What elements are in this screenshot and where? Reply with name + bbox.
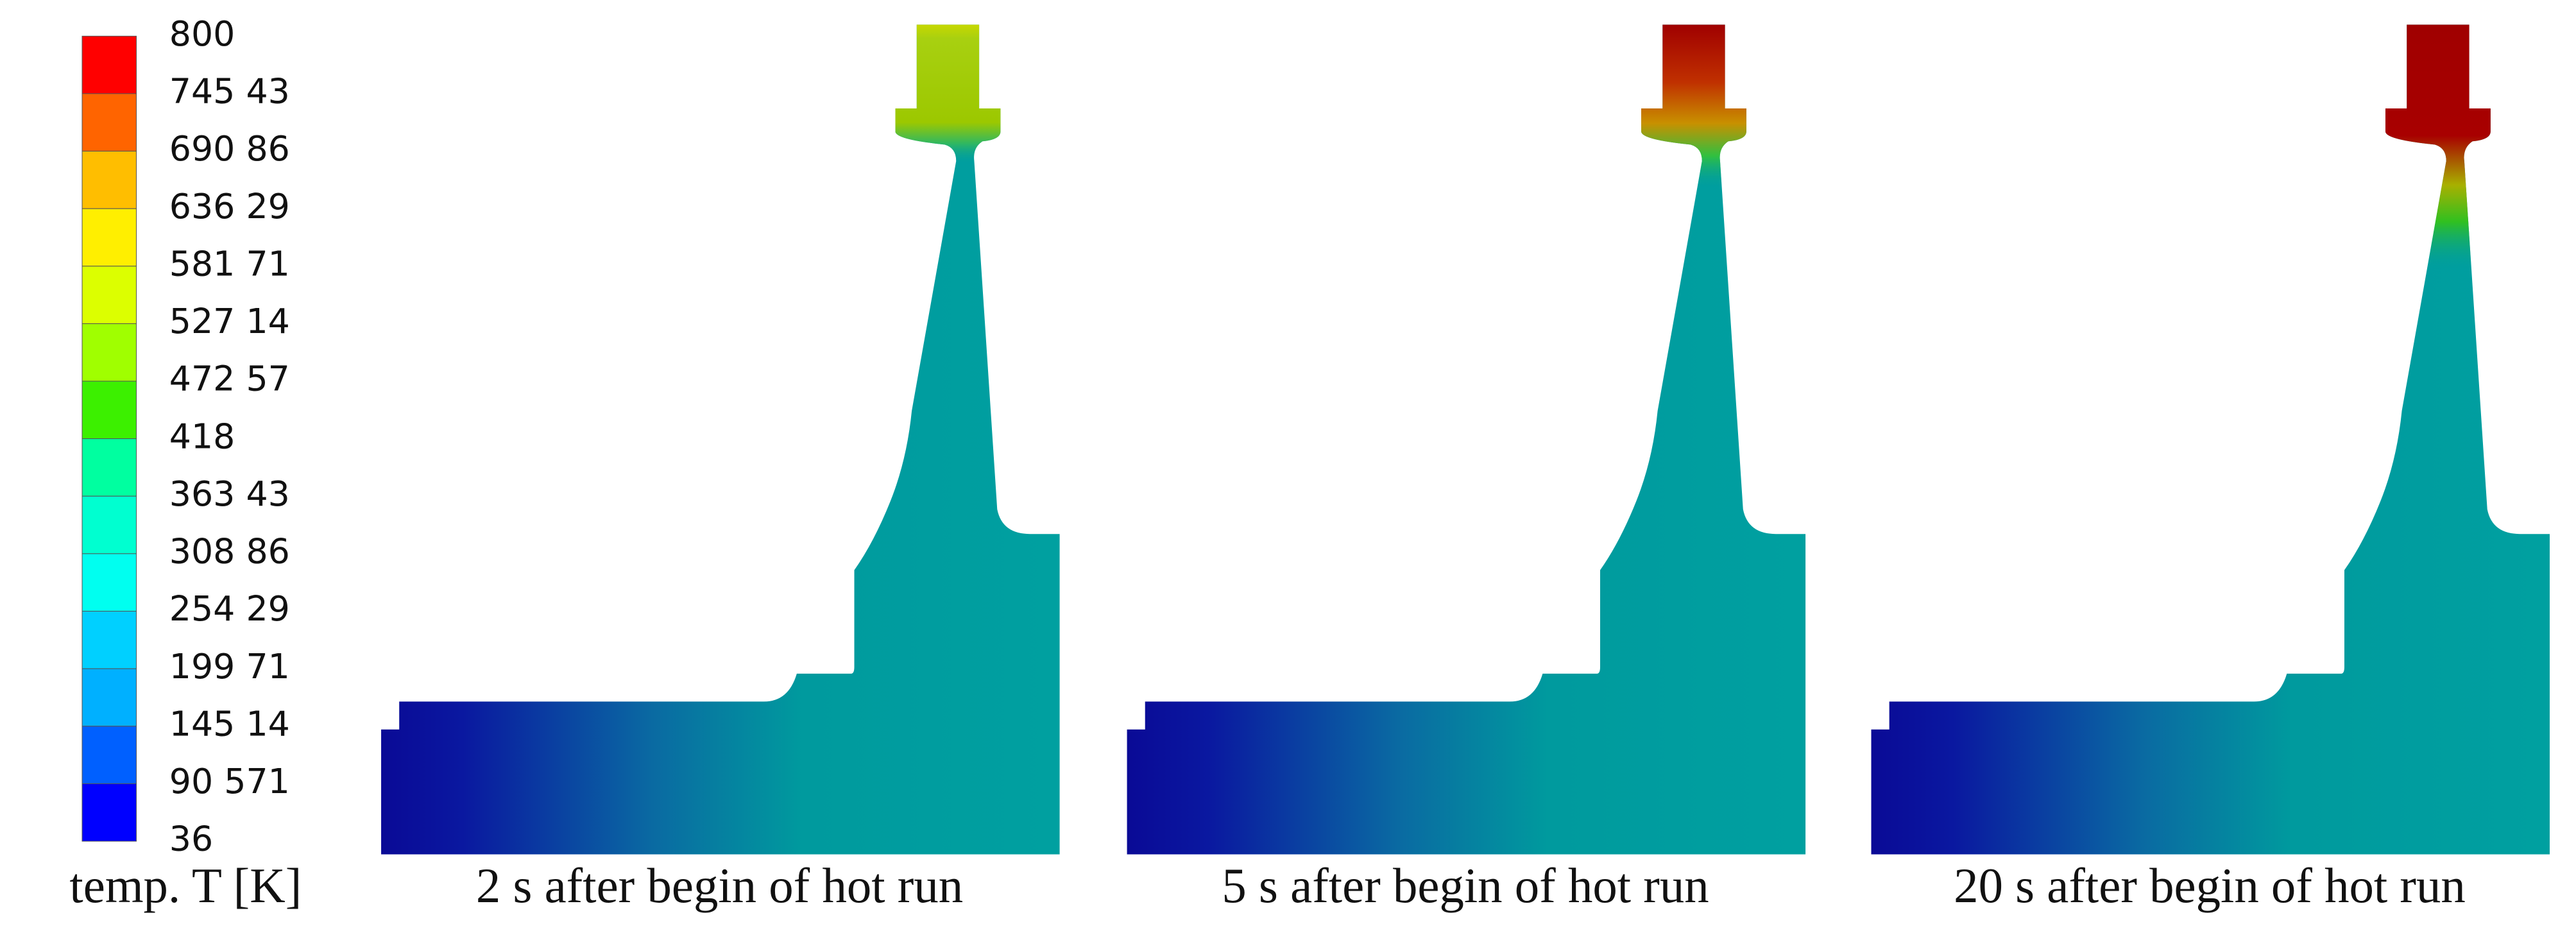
colorbar-band: [81, 35, 137, 94]
colorbar-label: 581 71: [169, 243, 290, 284]
part-body: [1871, 24, 2550, 855]
panel: 2 s after begin of hot run: [381, 24, 1060, 913]
colorbar-band: [81, 553, 137, 612]
colorbar-band: [81, 380, 137, 440]
colorbar-label: 636 29: [169, 186, 290, 227]
part-body: [381, 24, 1060, 855]
colorbar-label: 145 14: [169, 703, 290, 744]
part-head: [1619, 24, 1784, 189]
colorbar-band: [81, 726, 137, 784]
panel-caption: 20 s after begin of hot run: [1954, 859, 2466, 913]
colorbar-label: 690 86: [169, 128, 290, 169]
colorbar-label: 308 86: [169, 531, 290, 572]
part-body: [1127, 24, 1806, 855]
colorbar-band: [81, 323, 137, 382]
colorbar-band: [81, 438, 137, 497]
colorbar-label: 418: [169, 416, 235, 456]
colorbar-band: [81, 151, 137, 209]
panel: 20 s after begin of hot run: [1871, 24, 2550, 913]
colorbar-label: 199 71: [169, 646, 290, 687]
colorbar-label: 472 57: [169, 359, 290, 399]
colorbar-band: [81, 783, 137, 842]
colorbar-label: 254 29: [169, 588, 290, 629]
colorbar-label: 36: [169, 819, 213, 859]
colorbar-band: [81, 266, 137, 324]
colorbar-band: [81, 208, 137, 267]
colorbar-label: 363 43: [169, 474, 290, 514]
panel-caption: 5 s after begin of hot run: [1222, 859, 1709, 913]
colorbar-band: [81, 93, 137, 152]
panel-caption: 2 s after begin of hot run: [476, 859, 963, 913]
colorbar-label: 745 43: [169, 71, 290, 112]
part-head: [874, 24, 1039, 165]
panel: 5 s after begin of hot run: [1127, 24, 1806, 913]
colorbar-label: 800: [169, 13, 235, 54]
colorbar-band: [81, 495, 137, 554]
colorbar-band: [81, 611, 137, 669]
colorbar-label: 90 571: [169, 761, 290, 801]
colorbar-band: [81, 668, 137, 727]
part-head: [2364, 24, 2529, 271]
colorbar-label: 527 14: [169, 301, 290, 341]
colorbar-title: temp. T [K]: [69, 859, 302, 913]
